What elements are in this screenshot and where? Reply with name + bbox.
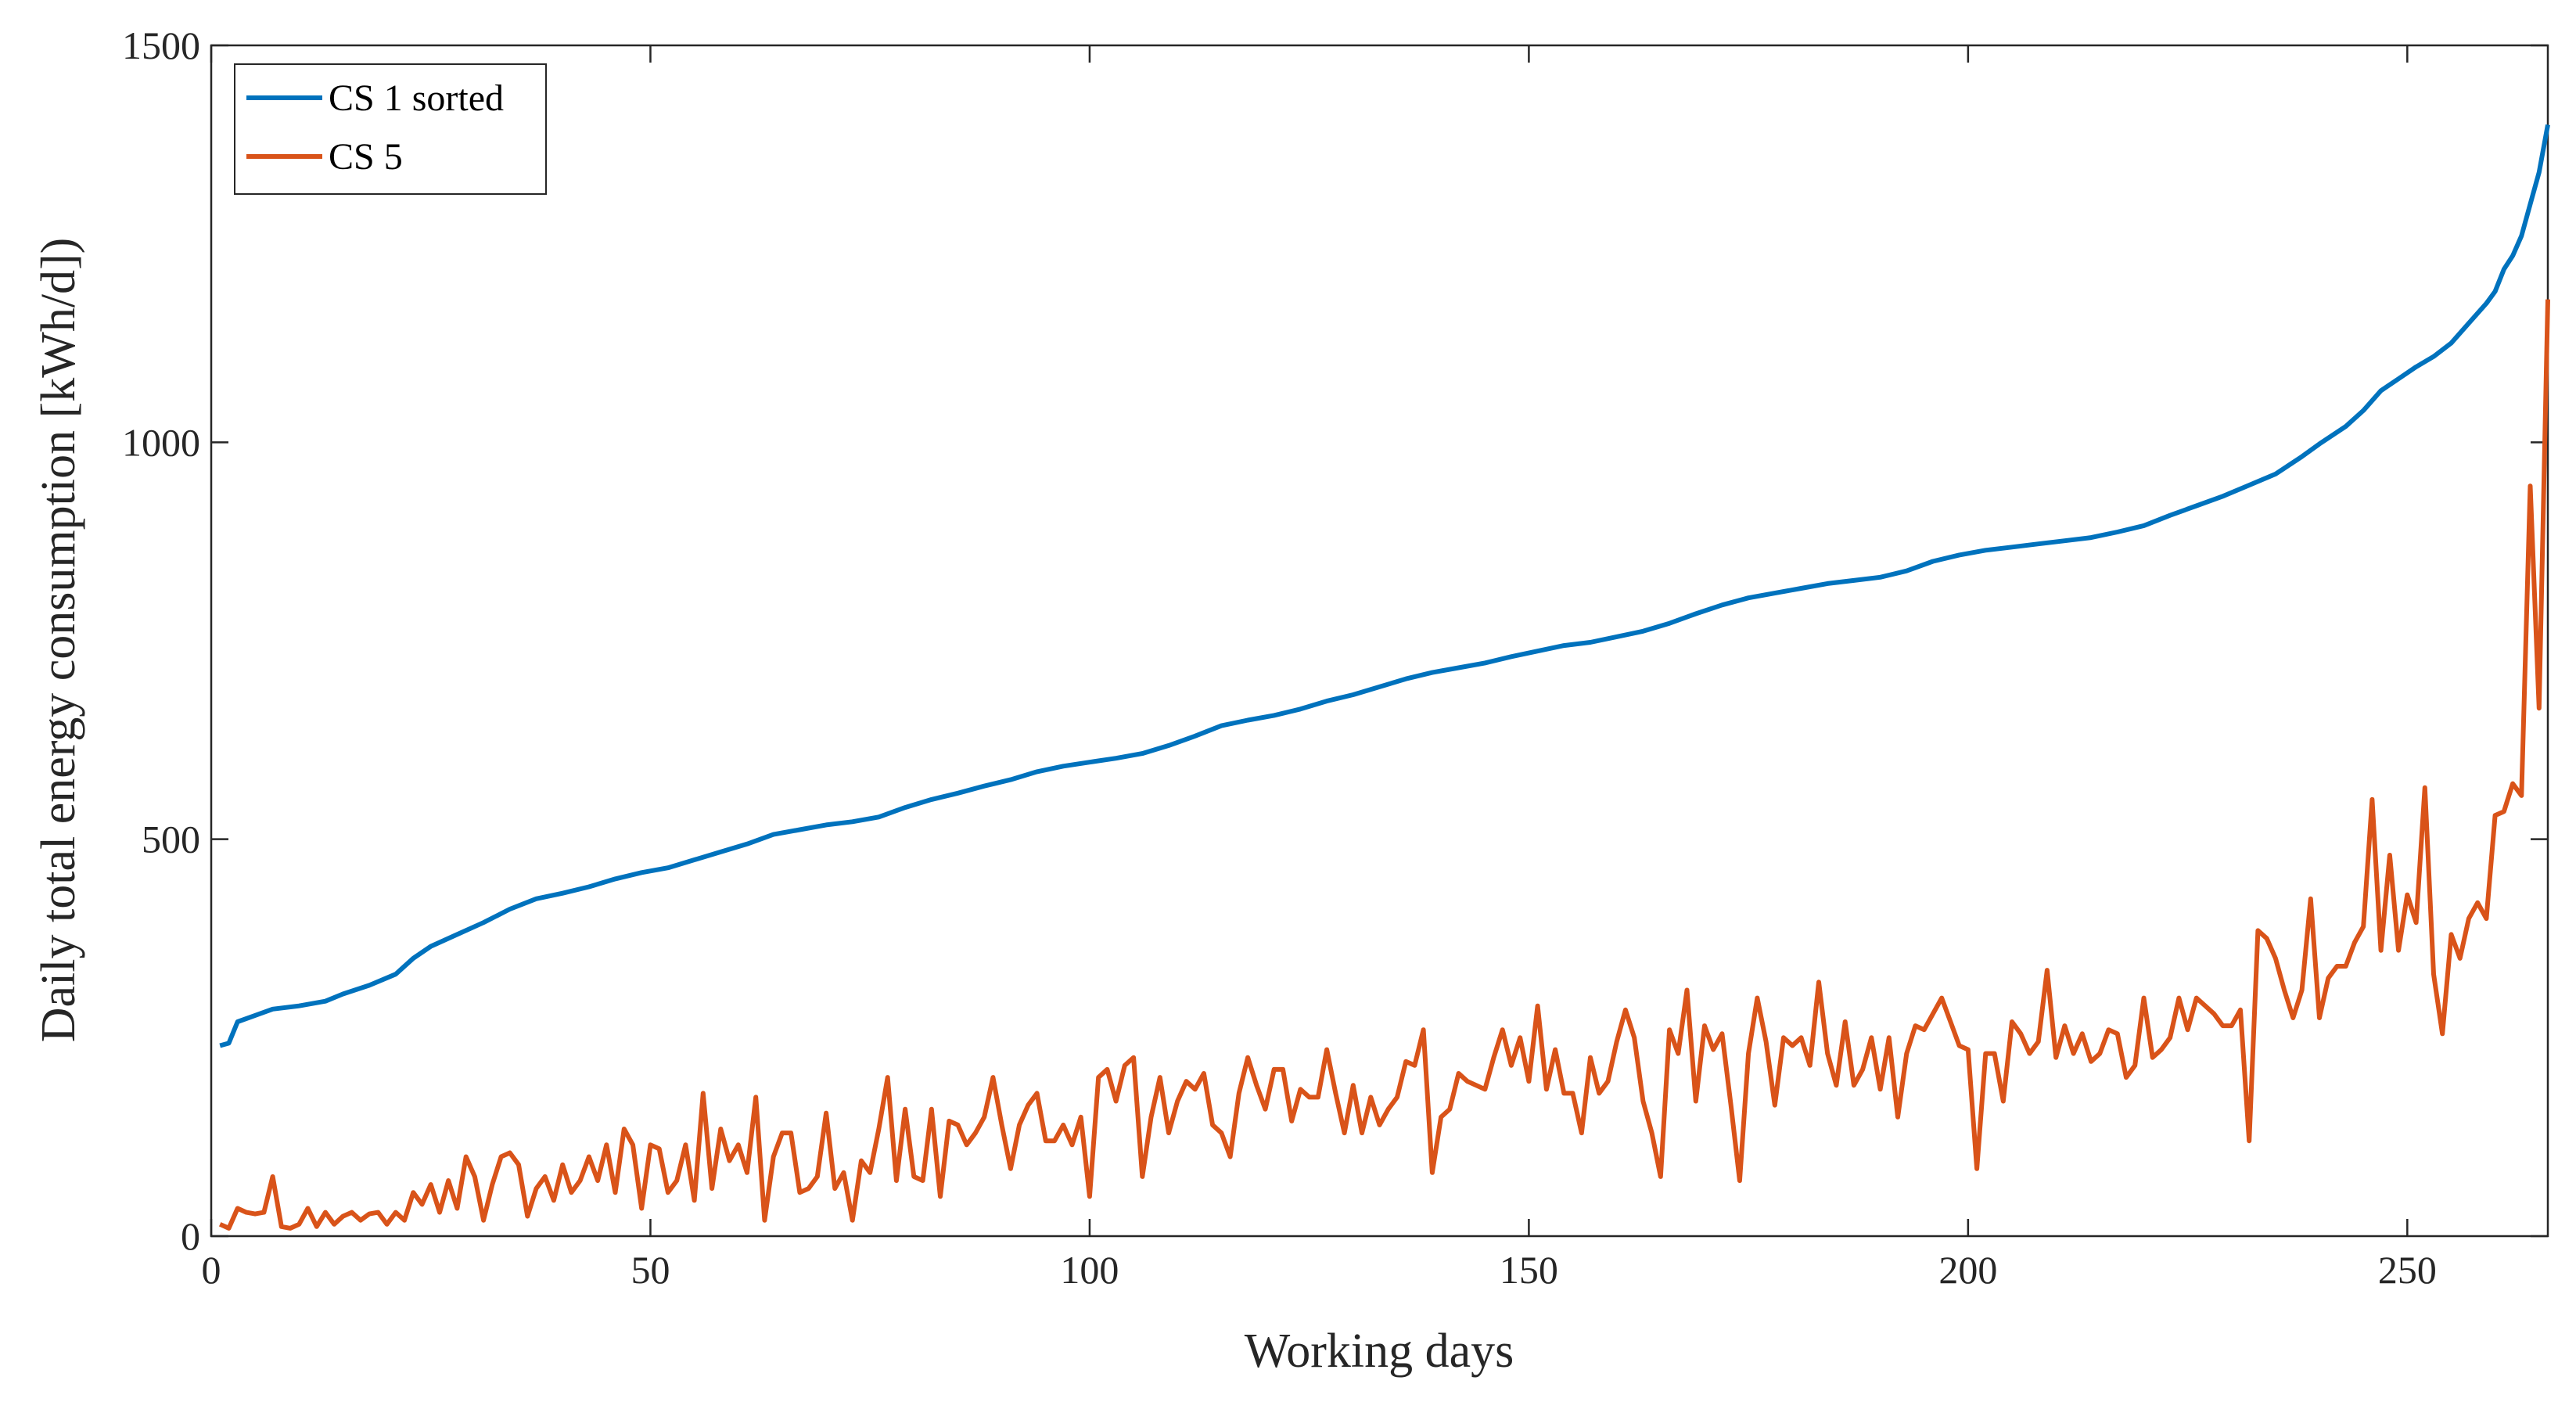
x-axis-label: Working days: [1245, 1325, 1514, 1378]
legend-box: [234, 63, 547, 195]
series-lines: [218, 124, 2550, 1231]
y-axis-label: Daily total energy consumption [kWh/d]): [32, 238, 85, 1043]
x-tick-label: 200: [1938, 1248, 1997, 1292]
x-tick-label: 50: [631, 1248, 670, 1292]
y-tick-label: 1500: [122, 23, 200, 67]
tick-marks: [210, 44, 2548, 1238]
y-tick-label: 0: [181, 1214, 200, 1258]
series-line-cs-5: [218, 299, 2550, 1231]
x-tick-label: 250: [2378, 1248, 2437, 1292]
x-tick-label: 0: [202, 1248, 221, 1292]
legend-label-cs1-sorted: CS 1 sorted: [329, 77, 504, 119]
y-tick-label: 1000: [122, 420, 200, 464]
tick-labels: 0 50 100 150 200 250 0 500 1000 1500: [122, 23, 2437, 1292]
x-tick-label: 150: [1500, 1248, 1558, 1292]
legend: CS 1 sorted CS 5: [234, 63, 547, 195]
legend-label-cs5: CS 5: [329, 136, 403, 178]
x-tick-label: 100: [1060, 1248, 1119, 1292]
series-line-cs-1-sorted: [219, 124, 2550, 1048]
y-tick-label: 500: [142, 818, 200, 861]
plot-frame: [210, 44, 2549, 1238]
